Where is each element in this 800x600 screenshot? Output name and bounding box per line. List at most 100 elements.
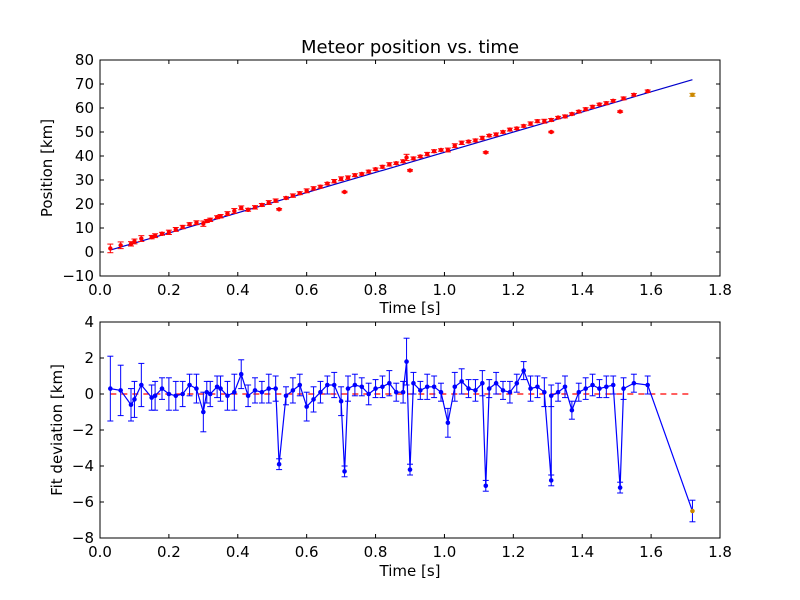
deviation-point	[645, 382, 650, 388]
position-point	[325, 181, 330, 186]
position-x-tick-label: 0.6	[295, 281, 319, 299]
position-point	[342, 189, 347, 195]
position-point	[149, 234, 154, 240]
deviation-point	[514, 380, 520, 386]
position-point	[507, 127, 513, 132]
deviation-axes-frame	[99, 321, 721, 539]
position-point	[273, 198, 278, 203]
deviation-point	[404, 359, 409, 364]
deviation-point	[507, 389, 513, 395]
deviation-point	[290, 388, 296, 393]
deviation-point	[604, 384, 609, 390]
position-point	[394, 161, 399, 166]
position-point	[555, 115, 561, 120]
deviation-panel: 0.0 0.2 0.4 0.6 0.8 1.0 1.2 1.4 1.6 1.8 −8 −6 −4 −2 0 2…	[48, 313, 732, 580]
position-point	[549, 129, 554, 135]
deviation-x-tick-label: 1.0	[433, 543, 457, 561]
position-outlier-point	[690, 92, 695, 98]
position-x-tick-label: 1.0	[433, 281, 457, 299]
deviation-point	[325, 382, 330, 388]
position-x-label: Time [s]	[379, 299, 441, 317]
position-point	[245, 207, 251, 212]
chart-title: Meteor position vs. time	[301, 37, 519, 58]
position-point	[108, 246, 113, 251]
deviation-point	[562, 384, 568, 390]
position-point	[500, 129, 506, 135]
deviation-point	[493, 380, 499, 386]
deviation-point	[621, 386, 626, 391]
deviation-point	[128, 402, 134, 408]
deviation-point	[225, 393, 230, 399]
deviation-point	[245, 393, 251, 399]
deviation-point	[201, 409, 206, 415]
position-point	[352, 173, 358, 178]
deviation-point	[617, 485, 623, 490]
position-y-label: Position [km]	[38, 119, 56, 217]
position-point	[438, 147, 444, 153]
position-point	[542, 119, 547, 124]
deviation-y-tick-label: −4	[72, 457, 94, 475]
deviation-point	[342, 469, 347, 474]
position-point	[232, 208, 237, 214]
deviation-x-tick-label: 1.8	[708, 543, 732, 561]
position-point	[535, 119, 540, 124]
deviation-point	[483, 483, 489, 489]
position-point	[404, 155, 409, 160]
deviation-point	[149, 395, 154, 400]
deviation-point	[631, 380, 637, 386]
deviation-x-tick-label: 1.2	[501, 543, 525, 561]
deviation-y-tick-label: 4	[84, 313, 94, 331]
position-point	[425, 151, 430, 157]
deviation-point	[118, 388, 123, 393]
position-point	[493, 132, 499, 137]
deviation-point	[214, 384, 220, 390]
deviation-point	[473, 388, 478, 393]
deviation-point	[438, 389, 444, 395]
deviation-y-tick-label: 0	[84, 385, 94, 403]
deviation-point	[380, 384, 385, 390]
position-point	[366, 169, 371, 174]
position-point	[304, 188, 309, 193]
position-point	[387, 162, 392, 167]
position-y-tick-label: 40	[75, 147, 94, 165]
position-point	[617, 109, 623, 114]
position-y-tick-label: 50	[75, 123, 94, 141]
position-point	[418, 154, 423, 159]
deviation-x-tick-label: 0.6	[295, 543, 319, 561]
position-point	[514, 126, 519, 131]
position-y-tick-label: 0	[84, 243, 94, 261]
position-point	[445, 147, 451, 153]
position-point	[569, 111, 575, 117]
deviation-point	[273, 386, 278, 391]
deviation-point	[207, 391, 213, 397]
deviation-point	[173, 393, 179, 399]
deviation-y-tick-label: 2	[84, 349, 94, 367]
position-point	[187, 221, 192, 227]
position-point	[604, 101, 609, 106]
deviation-point	[232, 389, 237, 395]
position-point	[466, 139, 471, 144]
position-x-tick-label: 0.0	[88, 281, 112, 299]
position-point	[380, 164, 385, 169]
position-point	[338, 176, 344, 181]
deviation-point	[252, 388, 258, 393]
position-y-tick-label: 70	[75, 75, 94, 93]
position-point	[208, 217, 213, 223]
position-point	[597, 102, 602, 107]
position-point	[166, 230, 172, 235]
deviation-point	[297, 382, 303, 388]
position-point	[645, 89, 650, 94]
position-point	[452, 143, 457, 148]
position-axes-frame	[99, 59, 721, 277]
position-point	[528, 121, 533, 126]
position-point	[549, 117, 554, 123]
position-point	[218, 214, 223, 219]
position-x-tick-label: 0.8	[364, 281, 388, 299]
position-x-tick-label: 1.8	[708, 281, 732, 299]
deviation-point	[480, 380, 485, 386]
deviation-x-tick-label: 0.4	[226, 543, 250, 561]
deviation-point	[311, 397, 316, 402]
position-y-tick-label: 60	[75, 99, 94, 117]
position-point	[239, 205, 244, 211]
